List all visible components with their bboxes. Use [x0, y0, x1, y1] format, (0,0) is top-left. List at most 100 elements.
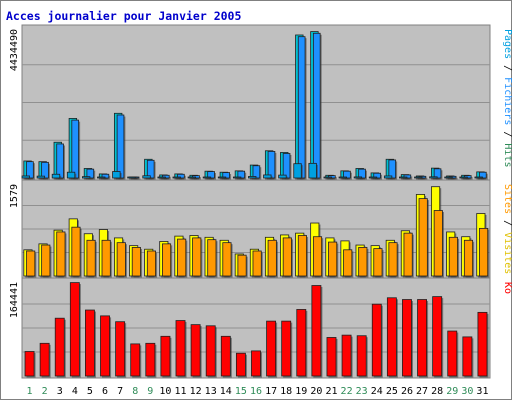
bar-ko-23 — [356, 335, 367, 377]
x-tick-day-31: 31 — [476, 386, 488, 397]
bar-shadow-pages-31 — [476, 178, 484, 180]
x-tick-day-7: 7 — [117, 386, 123, 397]
bar-shadow-pages-25 — [385, 177, 394, 180]
bar-ko-13 — [205, 325, 216, 377]
bar-pages-27 — [414, 176, 423, 179]
x-tick-day-16: 16 — [250, 386, 262, 397]
bar-shadow-pages-10 — [159, 178, 167, 180]
bar-pages-15 — [232, 176, 242, 179]
bar-sites-1 — [26, 250, 36, 277]
bar-shadow-pages-29 — [446, 178, 454, 180]
bar-pages-18 — [278, 174, 287, 179]
panel-middle: 1579 Sites / Visites — [9, 179, 512, 279]
bar-ko-15 — [235, 352, 246, 377]
x-tick-day-14: 14 — [220, 386, 232, 397]
bar-ko-4 — [69, 282, 80, 377]
bar-shadow-fichiers-8 — [133, 178, 141, 180]
bar-fichiers-3 — [56, 143, 64, 179]
legend-item-top-4: Hits — [502, 143, 512, 167]
bar-sites-23 — [358, 247, 368, 277]
bar-pages-16 — [248, 176, 257, 179]
bar-sites-24 — [373, 248, 383, 277]
bar-sites-6 — [101, 239, 111, 277]
bar-ko-5 — [85, 309, 95, 377]
legend-item-top-1: / — [502, 59, 512, 77]
bar-pages-19 — [293, 163, 302, 179]
bar-pages-3 — [51, 173, 61, 179]
bar-shadow-pages-14 — [219, 178, 228, 180]
bar-sites-7 — [116, 242, 126, 277]
bar-pages-28 — [429, 176, 438, 179]
bar-sites-8 — [131, 247, 141, 277]
bar-fichiers-7 — [116, 114, 125, 179]
bar-pages-7 — [112, 171, 121, 179]
bar-ko-2 — [39, 342, 50, 377]
bar-pages-5 — [81, 176, 91, 179]
bar-sites-29 — [448, 236, 458, 277]
legend-item-top-0: Pages — [502, 29, 512, 59]
legend-item-middle-0: Sites — [502, 184, 512, 214]
legend-bottom: Ko — [502, 282, 512, 294]
bar-shadow-pages-15 — [234, 178, 243, 180]
ymax-label-bottom: 164441 — [9, 282, 20, 318]
bar-fichiers-20 — [312, 32, 321, 179]
bar-sites-11 — [177, 238, 187, 277]
legend-top: Pages / Fichiers / Hits — [502, 29, 512, 168]
bar-sites-20 — [312, 236, 323, 277]
bar-ko-6 — [100, 315, 110, 377]
bar-shadow-pages-2 — [38, 177, 47, 180]
bar-shadow-pages-24 — [370, 178, 379, 180]
bar-pages-23 — [353, 176, 363, 179]
bar-shadow-pages-27 — [416, 178, 424, 180]
x-tick-day-17: 17 — [265, 386, 277, 397]
bar-fichiers-9 — [146, 159, 155, 179]
bar-ko-20 — [311, 285, 322, 377]
bar-ko-28 — [432, 296, 443, 377]
bar-ko-31 — [477, 311, 488, 377]
bar-ko-7 — [115, 321, 126, 377]
bar-sites-28 — [433, 210, 443, 277]
bar-pages-21 — [323, 176, 332, 179]
bar-ko-29 — [447, 330, 458, 377]
bar-ko-25 — [386, 297, 397, 377]
bar-pages-24 — [368, 176, 378, 179]
bar-fichiers-1 — [26, 161, 34, 179]
bar-ko-27 — [417, 299, 427, 377]
bar-pages-10 — [157, 176, 166, 179]
bar-shadow-pages-28 — [431, 178, 439, 180]
panel-top: 4434490 Pages / Fichiers / Hits — [9, 24, 512, 181]
ymax-label-middle: 1579 — [9, 184, 20, 208]
bar-ko-16 — [251, 350, 261, 377]
bar-ko-10 — [160, 335, 171, 377]
bar-pages-14 — [217, 176, 227, 179]
bar-sites-30 — [463, 239, 474, 277]
bar-ko-11 — [175, 320, 186, 377]
bar-shadow-fichiers-29 — [450, 177, 458, 180]
bar-pages-25 — [383, 175, 393, 179]
bar-pages-6 — [97, 176, 106, 179]
bar-sites-10 — [161, 243, 172, 277]
bar-shadow-pages-1 — [23, 177, 32, 180]
bar-fichiers-2 — [41, 161, 49, 179]
bar-ko-17 — [266, 320, 277, 377]
bar-pages-12 — [187, 176, 197, 179]
x-tick-day-15: 15 — [235, 386, 247, 397]
bar-sites-21 — [328, 241, 338, 277]
bar-sites-22 — [343, 249, 353, 277]
bar-shadow-pages-22 — [340, 178, 349, 180]
x-tick-day-1: 1 — [27, 386, 33, 397]
bar-shadow-pages-5 — [83, 178, 92, 180]
bar-sites-3 — [56, 231, 66, 277]
bar-ko-8 — [130, 343, 141, 377]
bar-sites-25 — [388, 242, 398, 277]
x-tick-day-20: 20 — [310, 386, 322, 397]
bar-shadow-pages-23 — [355, 178, 364, 180]
bar-shadow-pages-13 — [204, 178, 213, 180]
bar-sites-16 — [252, 250, 262, 277]
chart-title: Acces journalier pour Janvier 2005 — [6, 9, 241, 23]
bar-ko-21 — [326, 337, 337, 377]
bar-ko-30 — [462, 336, 473, 377]
bar-sites-14 — [222, 242, 232, 277]
bar-ko-3 — [54, 317, 65, 377]
